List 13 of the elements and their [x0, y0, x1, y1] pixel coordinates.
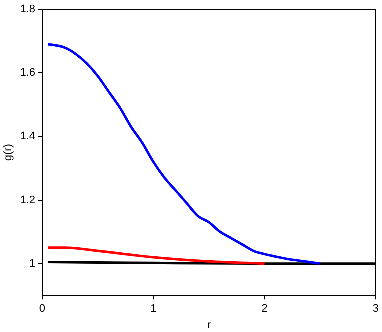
y-tick-label: 1.2 — [20, 194, 36, 206]
line-series — [46, 43, 322, 266]
y-tick-label: 1.8 — [20, 4, 36, 16]
y-tick-label: 1 — [29, 258, 36, 270]
line-series — [46, 246, 266, 266]
y-tick-label: 1.6 — [20, 67, 36, 80]
x-tick-label: 3 — [372, 303, 380, 316]
x-tick-label: 2 — [262, 303, 268, 316]
x-tick-label: 1 — [150, 303, 157, 316]
x-axis-title: r — [207, 319, 212, 332]
x-tick-label: 0 — [39, 303, 46, 316]
y-tick-label: 1.4 — [20, 130, 36, 143]
y-axis-title: g(r) — [2, 144, 15, 162]
